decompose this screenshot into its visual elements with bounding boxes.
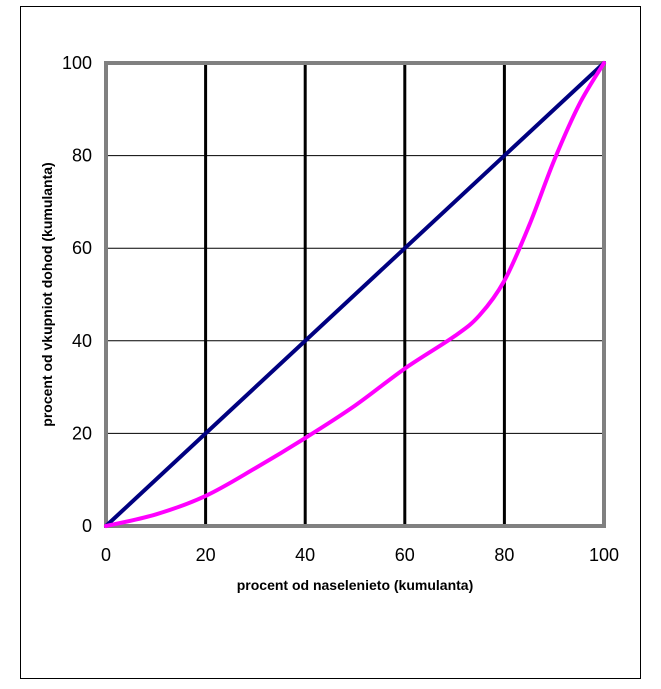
x-axis-ticks: 0 20 40 60 80 100 (101, 545, 619, 565)
plot-area-frame (104, 61, 606, 528)
x-tick-label-40: 40 (295, 545, 315, 565)
x-tick-label-20: 20 (196, 545, 216, 565)
x-axis-title: procent od naselenieto (kumulanta) (237, 577, 473, 593)
grid-layer (106, 63, 604, 526)
y-tick-label-20: 20 (72, 423, 92, 443)
y-axis-ticks: 0 20 40 60 80 100 (62, 53, 92, 536)
y-tick-label-80: 80 (72, 146, 92, 166)
y-axis-title: procent od vkupniot dohod (kumulanta) (39, 162, 55, 426)
y-tick-label-0: 0 (82, 516, 92, 536)
series-layer (104, 61, 606, 528)
equality-line (104, 61, 606, 528)
x-tick-label-0: 0 (101, 545, 111, 565)
x-tick-label-100: 100 (589, 545, 619, 565)
chart-outer-border (20, 6, 641, 679)
y-tick-label-100: 100 (62, 53, 92, 73)
x-tick-label-60: 60 (395, 545, 415, 565)
x-tick-label-80: 80 (494, 545, 514, 565)
y-tick-label-40: 40 (72, 331, 92, 351)
y-tick-label-60: 60 (72, 238, 92, 258)
plot-frame (104, 61, 606, 528)
lorenz-curve (104, 61, 606, 528)
